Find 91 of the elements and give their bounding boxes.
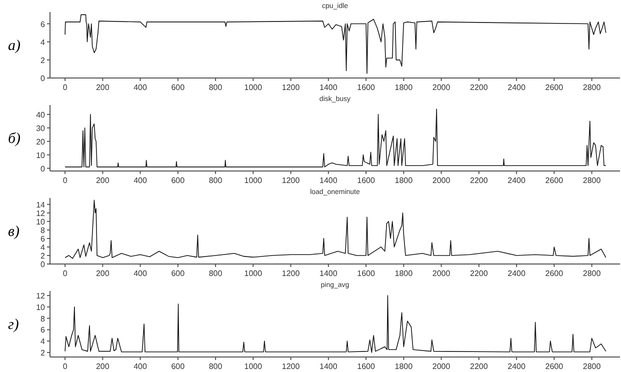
x-tick-label: 600 — [171, 83, 186, 92]
x-tick-label: 1400 — [320, 176, 338, 185]
x-tick-label: 800 — [208, 269, 223, 278]
x-tick-label: 2200 — [470, 83, 488, 92]
x-tick-label: 1200 — [282, 362, 300, 371]
x-tick-label: 400 — [134, 176, 148, 185]
x-tick-label: 600 — [171, 362, 186, 371]
line-series — [64, 14, 606, 74]
x-tick-label: 2400 — [508, 269, 526, 278]
y-tick-label: 6 — [40, 234, 46, 244]
x-tick-label: 2600 — [545, 269, 564, 278]
y-tick-label: 0 — [40, 260, 46, 269]
y-tick-label: 0 — [40, 74, 46, 83]
x-tick-label: 2800 — [582, 83, 602, 92]
x-tick-label: 1200 — [282, 176, 300, 185]
x-tick-label: 1400 — [320, 362, 338, 371]
y-tick-label: 4 — [40, 38, 46, 47]
x-tick-label: 1800 — [394, 176, 414, 185]
y-tick-label: 4 — [40, 242, 46, 252]
text: б) — [8, 131, 21, 147]
x-tick-label: 200 — [96, 83, 110, 92]
x-tick-label: 400 — [134, 362, 148, 371]
y-tick-label: 4 — [40, 337, 46, 346]
x-tick-label: 2800 — [582, 362, 602, 371]
x-tick-label: 1000 — [244, 269, 263, 278]
x-tick-label: 2600 — [545, 83, 564, 92]
x-tick-label: 200 — [96, 269, 110, 278]
y-tick-label: 10 — [36, 217, 46, 226]
line-series — [64, 295, 606, 353]
x-tick-label: 800 — [208, 362, 223, 371]
text: а) — [8, 38, 20, 54]
x-tick-label: 2400 — [508, 362, 526, 371]
y-tick-label: 10 — [36, 150, 46, 160]
x-tick-label: 0 — [62, 269, 68, 278]
x-tick-label: 0 — [62, 176, 68, 185]
x-tick-label: 2000 — [432, 362, 451, 371]
x-tick-label: 2200 — [470, 269, 488, 278]
x-tick-label: 2800 — [582, 176, 602, 185]
x-tick-label: 1200 — [282, 269, 300, 278]
y-tick-label: 14 — [36, 200, 46, 210]
y-tick-label: 8 — [40, 314, 46, 324]
x-tick-label: 2200 — [470, 176, 488, 185]
y-tick-label: 12 — [36, 208, 46, 218]
y-tick-label: 0 — [40, 164, 46, 174]
x-tick-label: 1000 — [244, 362, 263, 371]
x-tick-label: 800 — [208, 83, 223, 92]
x-tick-label: 1400 — [320, 269, 338, 278]
y-tick-label: 10 — [36, 302, 46, 312]
x-tick-label: 2800 — [582, 269, 602, 278]
x-tick-label: 2200 — [470, 362, 488, 371]
x-tick-label: 600 — [171, 176, 186, 185]
x-tick-label: 2000 — [432, 176, 451, 185]
x-tick-label: 400 — [134, 269, 148, 278]
x-tick-label: 1000 — [244, 176, 263, 185]
x-tick-label: 400 — [134, 83, 148, 92]
x-tick-label: 600 — [171, 269, 186, 278]
x-tick-label: 1600 — [357, 269, 376, 278]
x-tick-label: 1600 — [357, 83, 376, 92]
x-tick-label: 1600 — [357, 176, 376, 185]
y-tick-label: 20 — [36, 137, 46, 146]
y-tick-label: 30 — [36, 124, 46, 133]
x-tick-label: 0 — [62, 83, 68, 92]
x-tick-label: 1800 — [394, 269, 414, 278]
y-tick-label: 6 — [40, 326, 46, 335]
y-tick-label: 40 — [36, 110, 46, 120]
line-series — [64, 108, 606, 168]
x-tick-label: 1600 — [357, 362, 376, 371]
x-tick-label: 2000 — [432, 83, 451, 92]
y-tick-label: 2 — [40, 251, 46, 260]
x-tick-label: 800 — [208, 176, 223, 185]
x-tick-label: 2400 — [508, 83, 526, 92]
x-tick-label: 1000 — [244, 83, 263, 92]
x-tick-label: 2600 — [545, 176, 564, 185]
y-tick-label: 6 — [40, 20, 46, 29]
x-tick-label: 1400 — [320, 83, 338, 92]
y-tick-label: 12 — [36, 292, 46, 301]
x-tick-label: 200 — [96, 176, 110, 185]
x-tick-label: 2000 — [432, 269, 451, 278]
y-tick-label: 8 — [40, 226, 46, 235]
y-tick-label: 2 — [40, 56, 46, 65]
line-series — [64, 200, 606, 259]
text: г) — [8, 317, 19, 333]
x-tick-label: 1800 — [394, 362, 414, 371]
x-tick-label: 200 — [96, 362, 110, 371]
x-tick-label: 2400 — [508, 176, 526, 185]
x-tick-label: 2600 — [545, 362, 564, 371]
y-tick-label: 2 — [40, 348, 46, 358]
x-tick-label: 0 — [62, 362, 68, 371]
x-tick-label: 1800 — [394, 83, 414, 92]
text: в) — [8, 224, 20, 240]
x-tick-label: 1200 — [282, 83, 300, 92]
